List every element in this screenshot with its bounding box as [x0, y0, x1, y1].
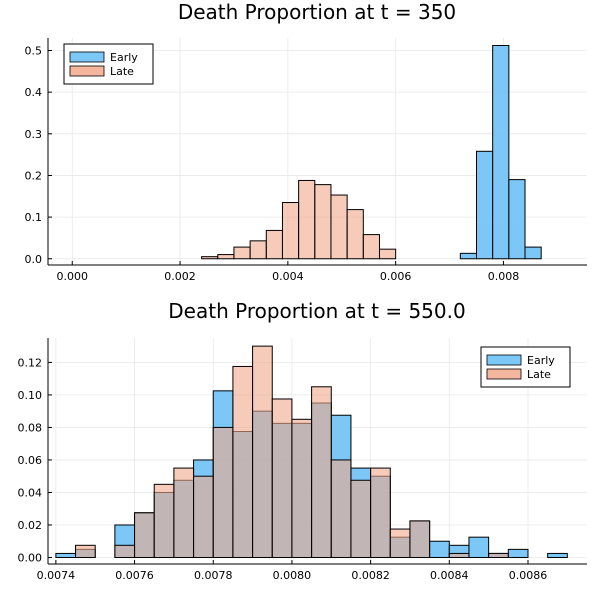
- histogram-bar-late: [409, 520, 431, 558]
- histogram-bar-late: [291, 418, 313, 558]
- x-tick-label: 0.0078: [194, 569, 233, 582]
- histogram-bar-late: [370, 467, 391, 558]
- y-tick-label: 0.06: [18, 454, 43, 467]
- legend-swatch-late: [486, 368, 522, 380]
- legend-swatch-early: [486, 354, 522, 366]
- histogram-bar-early: [524, 246, 542, 260]
- x-tick-label: 0.006: [380, 270, 412, 283]
- histogram-bar-late: [488, 552, 509, 558]
- histogram-bar-late: [314, 184, 332, 260]
- histogram-bar-late: [252, 345, 273, 558]
- histogram-bar-late: [362, 234, 380, 260]
- histogram-bar-late: [233, 246, 251, 260]
- histogram-bar-early: [547, 552, 568, 558]
- histogram-bar-late: [153, 483, 175, 558]
- y-tick-label: 0.3: [25, 128, 43, 141]
- y-tick-label: 0.4: [25, 86, 43, 99]
- chart-bottom: Death Proportion at t = 550.0 0.0074 0.00…: [18, 299, 587, 582]
- histogram-bar-early: [508, 179, 526, 260]
- chart-title: Death Proportion at t = 550.0: [168, 299, 465, 323]
- legend-label-early: Early: [527, 354, 555, 367]
- histogram-bar-late: [75, 544, 96, 558]
- histogram-bar-late: [217, 254, 235, 260]
- histogram-bar-late: [173, 467, 195, 558]
- x-tick-label: 0.008: [488, 270, 520, 283]
- legend-swatch-early: [69, 51, 105, 63]
- histogram-bar-early: [507, 548, 529, 558]
- x-tick-label: 0.0086: [509, 569, 548, 582]
- histogram-bar-late: [265, 229, 283, 260]
- y-tick-label: 0.5: [25, 44, 43, 57]
- x-tick-label: 0.0074: [37, 569, 76, 582]
- histogram-bar-late: [249, 240, 267, 260]
- histogram-bar-late: [298, 179, 316, 260]
- legend-label-late: Late: [527, 368, 551, 381]
- y-tick-label: 0.02: [18, 519, 43, 532]
- histogram-bar-late: [350, 479, 372, 558]
- legend-box: [480, 346, 571, 388]
- y-tick-label: 0.0: [25, 253, 43, 266]
- histogram-bar-early: [429, 540, 450, 558]
- legend-box: [63, 43, 154, 85]
- histogram-bar-late: [134, 512, 155, 558]
- histogram-bar-early: [492, 44, 510, 260]
- y-tick-label: 0.2: [25, 169, 43, 182]
- histogram-bar-late: [281, 202, 300, 260]
- legend-label-late: Late: [110, 65, 134, 78]
- x-tick-label: 0.000: [57, 270, 89, 283]
- x-tick-label: 0.004: [272, 270, 304, 283]
- histogram-bar-late: [346, 209, 364, 260]
- x-tick-label: 0.0080: [273, 569, 312, 582]
- histogram-bar-late: [201, 256, 219, 260]
- histogram-bar-late: [212, 426, 234, 558]
- x-tick-label: 0.0082: [351, 569, 390, 582]
- histogram-bar-late: [114, 544, 136, 558]
- histogram-bar-late: [271, 398, 293, 558]
- histogram-bar-early: [468, 536, 490, 558]
- y-tick-label: 0.04: [18, 486, 43, 499]
- legend-label-early: Early: [110, 51, 138, 64]
- y-tick-label: 0.08: [18, 421, 43, 434]
- y-tick-label: 0.12: [18, 356, 43, 369]
- histogram-bar-late: [330, 194, 348, 260]
- chart-top: Death Proportion at t = 350 0.000 0.002 0.…: [25, 0, 587, 283]
- x-tick-label: 0.0084: [430, 569, 469, 582]
- histogram-bar-late: [193, 475, 214, 558]
- histogram-bar-late: [448, 552, 470, 558]
- x-tick-label: 0.0076: [115, 569, 154, 582]
- y-tick-label: 0.10: [18, 389, 43, 402]
- legend-swatch-late: [69, 65, 105, 77]
- chart-title: Death Proportion at t = 350: [178, 0, 456, 24]
- histogram-bar-late: [232, 365, 254, 558]
- histogram-bar-late: [330, 459, 352, 558]
- histogram-bar-early: [55, 552, 77, 558]
- y-tick-label: 0.00: [18, 551, 43, 564]
- histogram-bar-late: [311, 386, 332, 558]
- histogram-bar-early: [459, 252, 478, 260]
- y-tick-label: 0.1: [25, 211, 43, 224]
- histogram-bar-late: [378, 248, 397, 260]
- histogram-bar-late: [389, 528, 411, 558]
- histogram-bar-early: [476, 150, 494, 260]
- x-tick-label: 0.002: [164, 270, 196, 283]
